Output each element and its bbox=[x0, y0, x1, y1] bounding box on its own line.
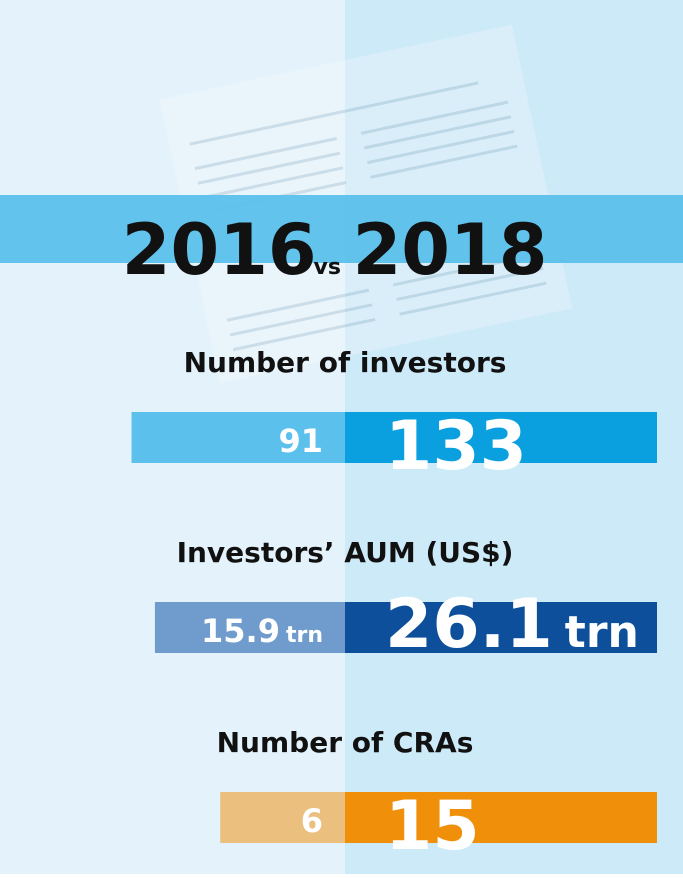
infographic: 2016 vs 2018 Number of investors 91 133 Inv… bbox=[0, 0, 683, 874]
unit-2018: trn bbox=[565, 607, 639, 658]
value-2018-number: 133 bbox=[385, 407, 527, 486]
value-2018: 133 bbox=[385, 407, 527, 486]
value-2018-number: 26.1 bbox=[385, 585, 553, 664]
value-2018: 15 bbox=[385, 787, 480, 866]
value-2016-number: 15.9 bbox=[201, 612, 280, 650]
value-2018-number: 15 bbox=[385, 787, 480, 866]
title-band bbox=[0, 195, 683, 263]
value-2016-number: 6 bbox=[301, 802, 323, 840]
metric-label: Number of CRAs bbox=[217, 726, 474, 759]
value-2016-number: 91 bbox=[278, 422, 323, 460]
value-2016: 6 bbox=[301, 802, 323, 840]
metric-label: Number of investors bbox=[184, 346, 507, 379]
page: 2016 vs 2018 Number of investors 91 133 Inv… bbox=[0, 0, 683, 878]
value-2016: 91 bbox=[278, 422, 323, 460]
year-from: 2016 bbox=[122, 209, 317, 291]
vs: vs bbox=[313, 255, 340, 280]
bar-2016 bbox=[220, 792, 345, 843]
year-to: 2018 bbox=[353, 209, 548, 291]
metric-label: Investors’ AUM (US$) bbox=[177, 536, 514, 569]
unit-2016: trn bbox=[286, 623, 323, 648]
